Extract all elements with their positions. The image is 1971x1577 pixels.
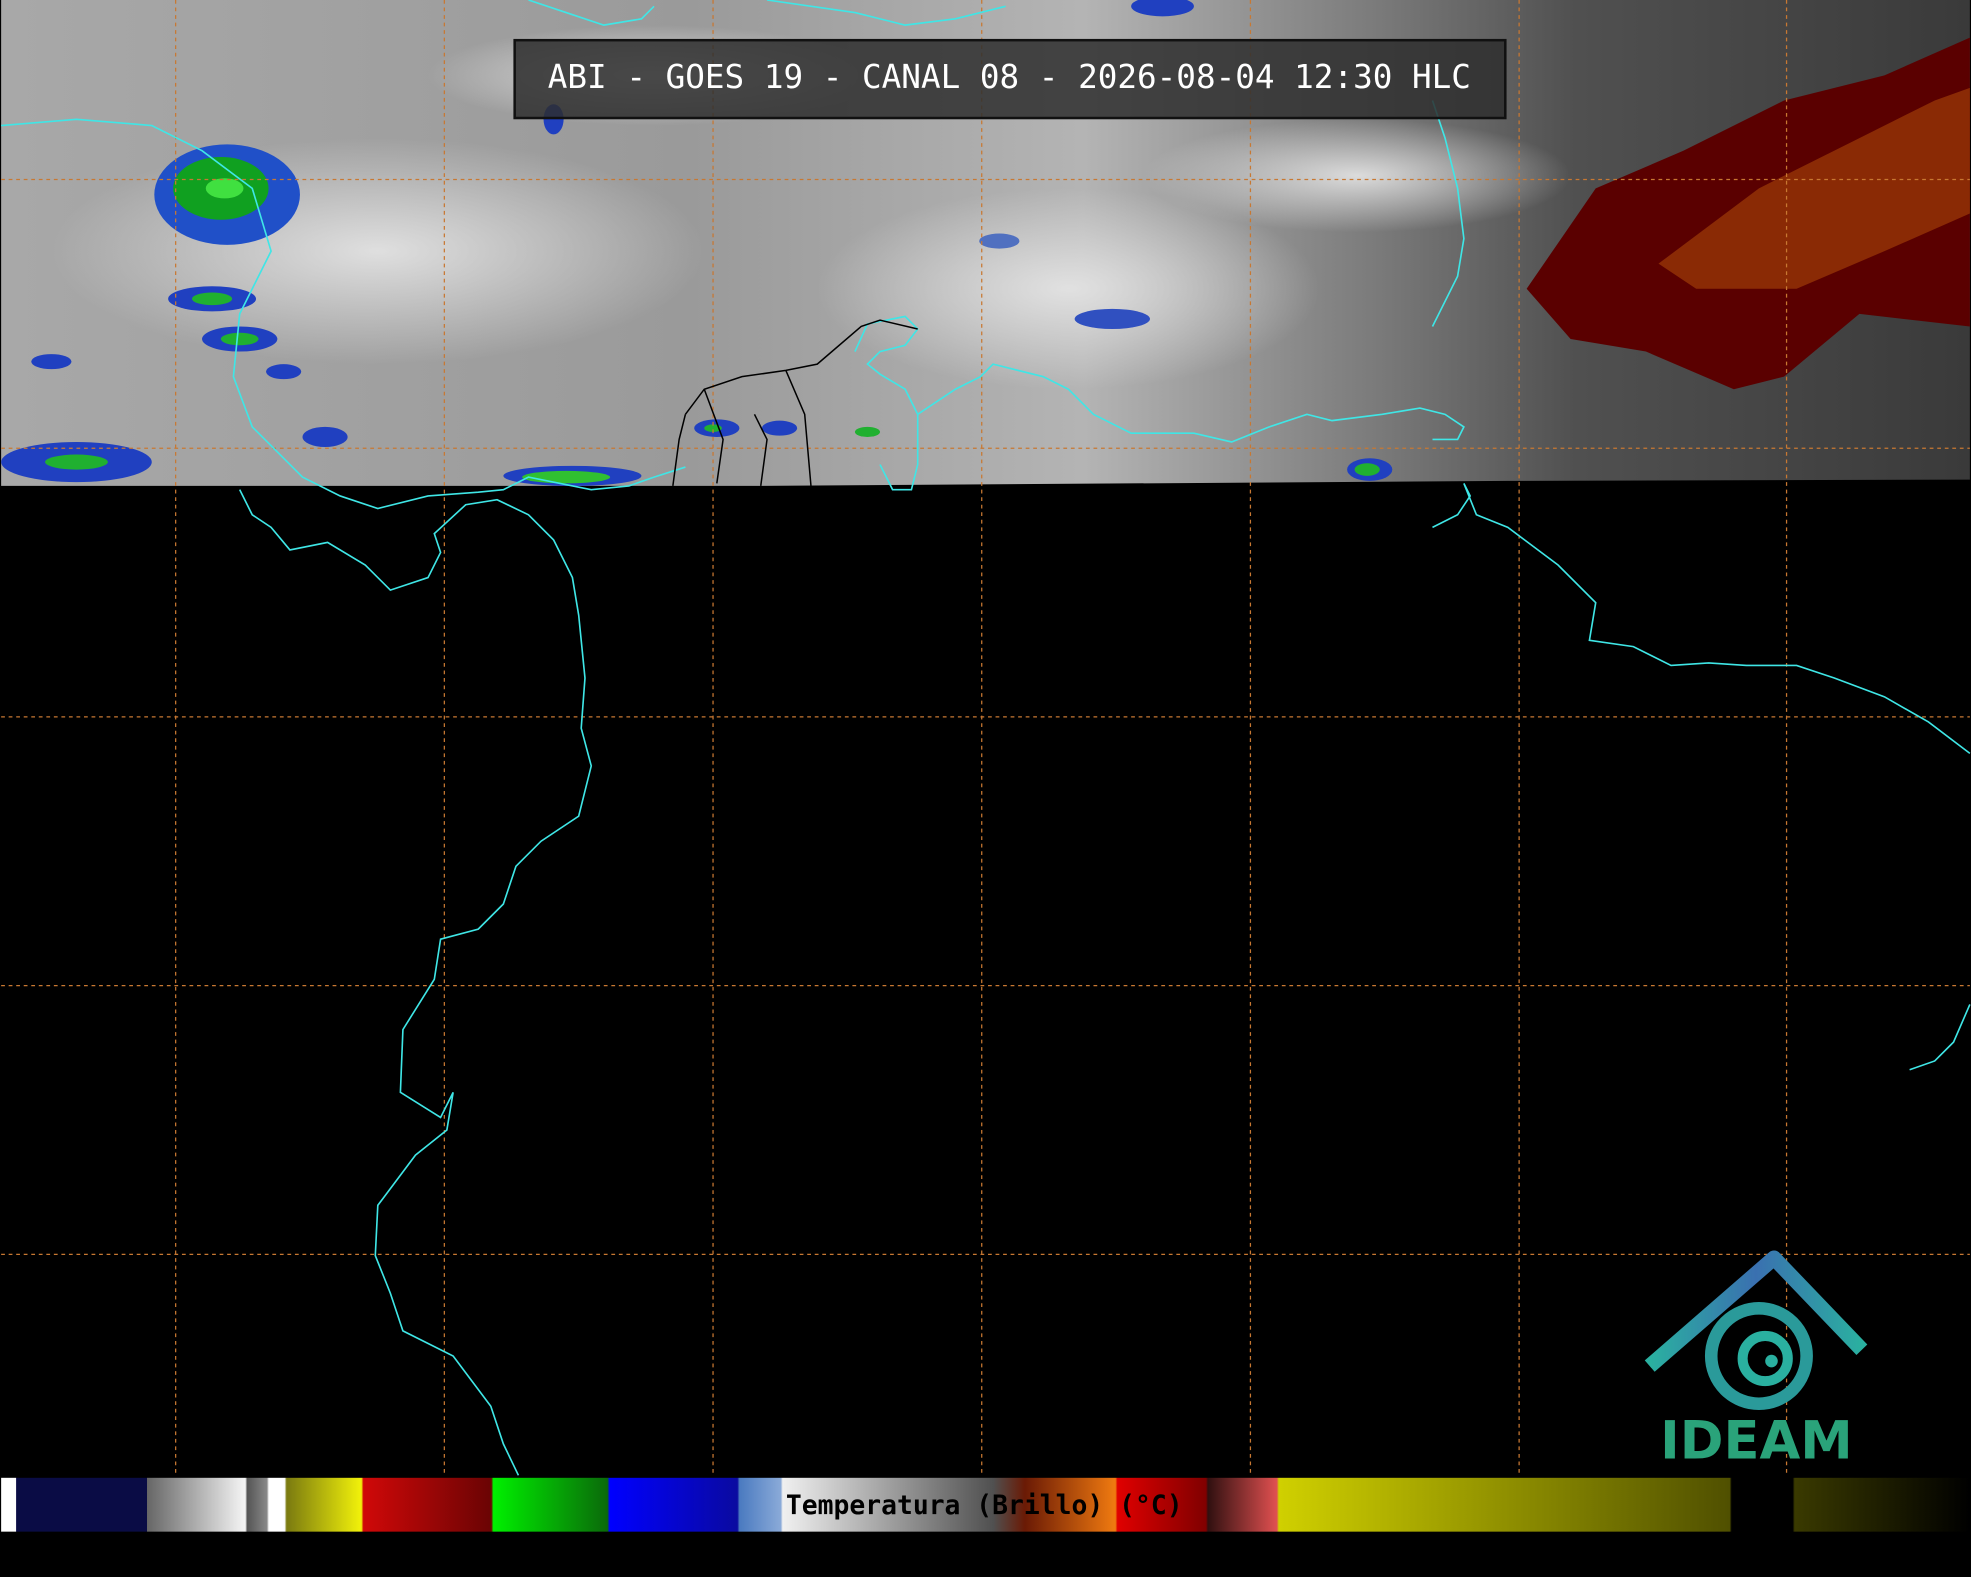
tick-label: 40 <box>1759 1551 1785 1576</box>
cloud <box>817 188 1320 390</box>
coastlines <box>1 0 1971 1476</box>
tick-label: -40 <box>821 1551 860 1576</box>
title-box <box>513 38 1507 120</box>
title: ABI - GOES 19 - CANAL 08 - 2026-08-04 12… <box>548 58 1471 96</box>
convective-cells <box>1 0 1393 486</box>
tick-label: 0 <box>1299 1551 1312 1576</box>
logo: IDEAM <box>1644 1250 1868 1472</box>
tick-label: 20 <box>1526 1551 1552 1576</box>
tick-label: -80 <box>355 1551 394 1576</box>
tick-label: -20 <box>1054 1551 1093 1576</box>
warm-region <box>1658 87 1970 289</box>
colorbar-label: Temperatura (Brillo) (°C) <box>786 1491 1183 1521</box>
cloud <box>51 138 705 365</box>
tick-label: -100 <box>115 1551 166 1576</box>
logo-text: IDEAM <box>1660 1411 1853 1472</box>
cloud <box>1143 119 1571 233</box>
colorbar-ticks: -100 -80 -60 -40 -20 0 20 40 <box>23 1533 1948 1576</box>
tick-label: -60 <box>588 1551 627 1576</box>
colorbar <box>1 1477 1970 1532</box>
graticule <box>1 0 1970 1477</box>
borders <box>672 319 918 487</box>
